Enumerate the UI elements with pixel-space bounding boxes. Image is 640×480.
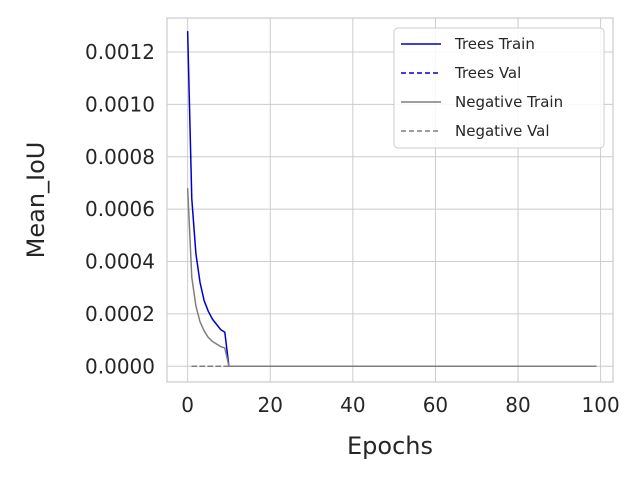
y-tick-label: 0.0010 [85,92,155,116]
y-tick-label: 0.0006 [85,197,155,221]
legend: Trees Train Trees Val Negative Train Negati… [393,27,605,149]
legend-label: Negative Train [455,93,563,111]
legend-label: Trees Val [454,64,521,82]
x-tick-labels: 0 20 40 60 80 100 [181,393,619,417]
series-line-1 [186,31,597,368]
y-tick-label: 0.0002 [85,302,155,326]
y-tick-label: 0.0012 [85,40,155,64]
series-lines [186,31,597,368]
series-line-3 [186,188,597,368]
legend-label: Negative Val [455,122,550,140]
y-tick-labels: 0.0000 0.0002 0.0004 0.0006 0.0008 0.0010 0.00… [85,40,155,378]
x-tick-label: 60 [423,393,448,417]
y-tick-label: 0.0004 [85,250,155,274]
legend-box [393,27,605,149]
x-tick-label: 40 [340,393,365,417]
x-axis-label: Epochs [347,432,433,460]
y-axis-label: Mean_IoU [22,142,50,259]
x-tick-label: 0 [181,393,194,417]
y-tick-label: 0.0008 [85,145,155,169]
x-tick-label: 20 [258,393,283,417]
x-tick-label: 80 [505,393,530,417]
plot-frame [166,17,614,383]
x-tick-label: 100 [582,393,620,417]
y-tick-label: 0.0000 [85,354,155,378]
grid-lines [167,18,613,382]
legend-label: Trees Train [454,35,535,53]
